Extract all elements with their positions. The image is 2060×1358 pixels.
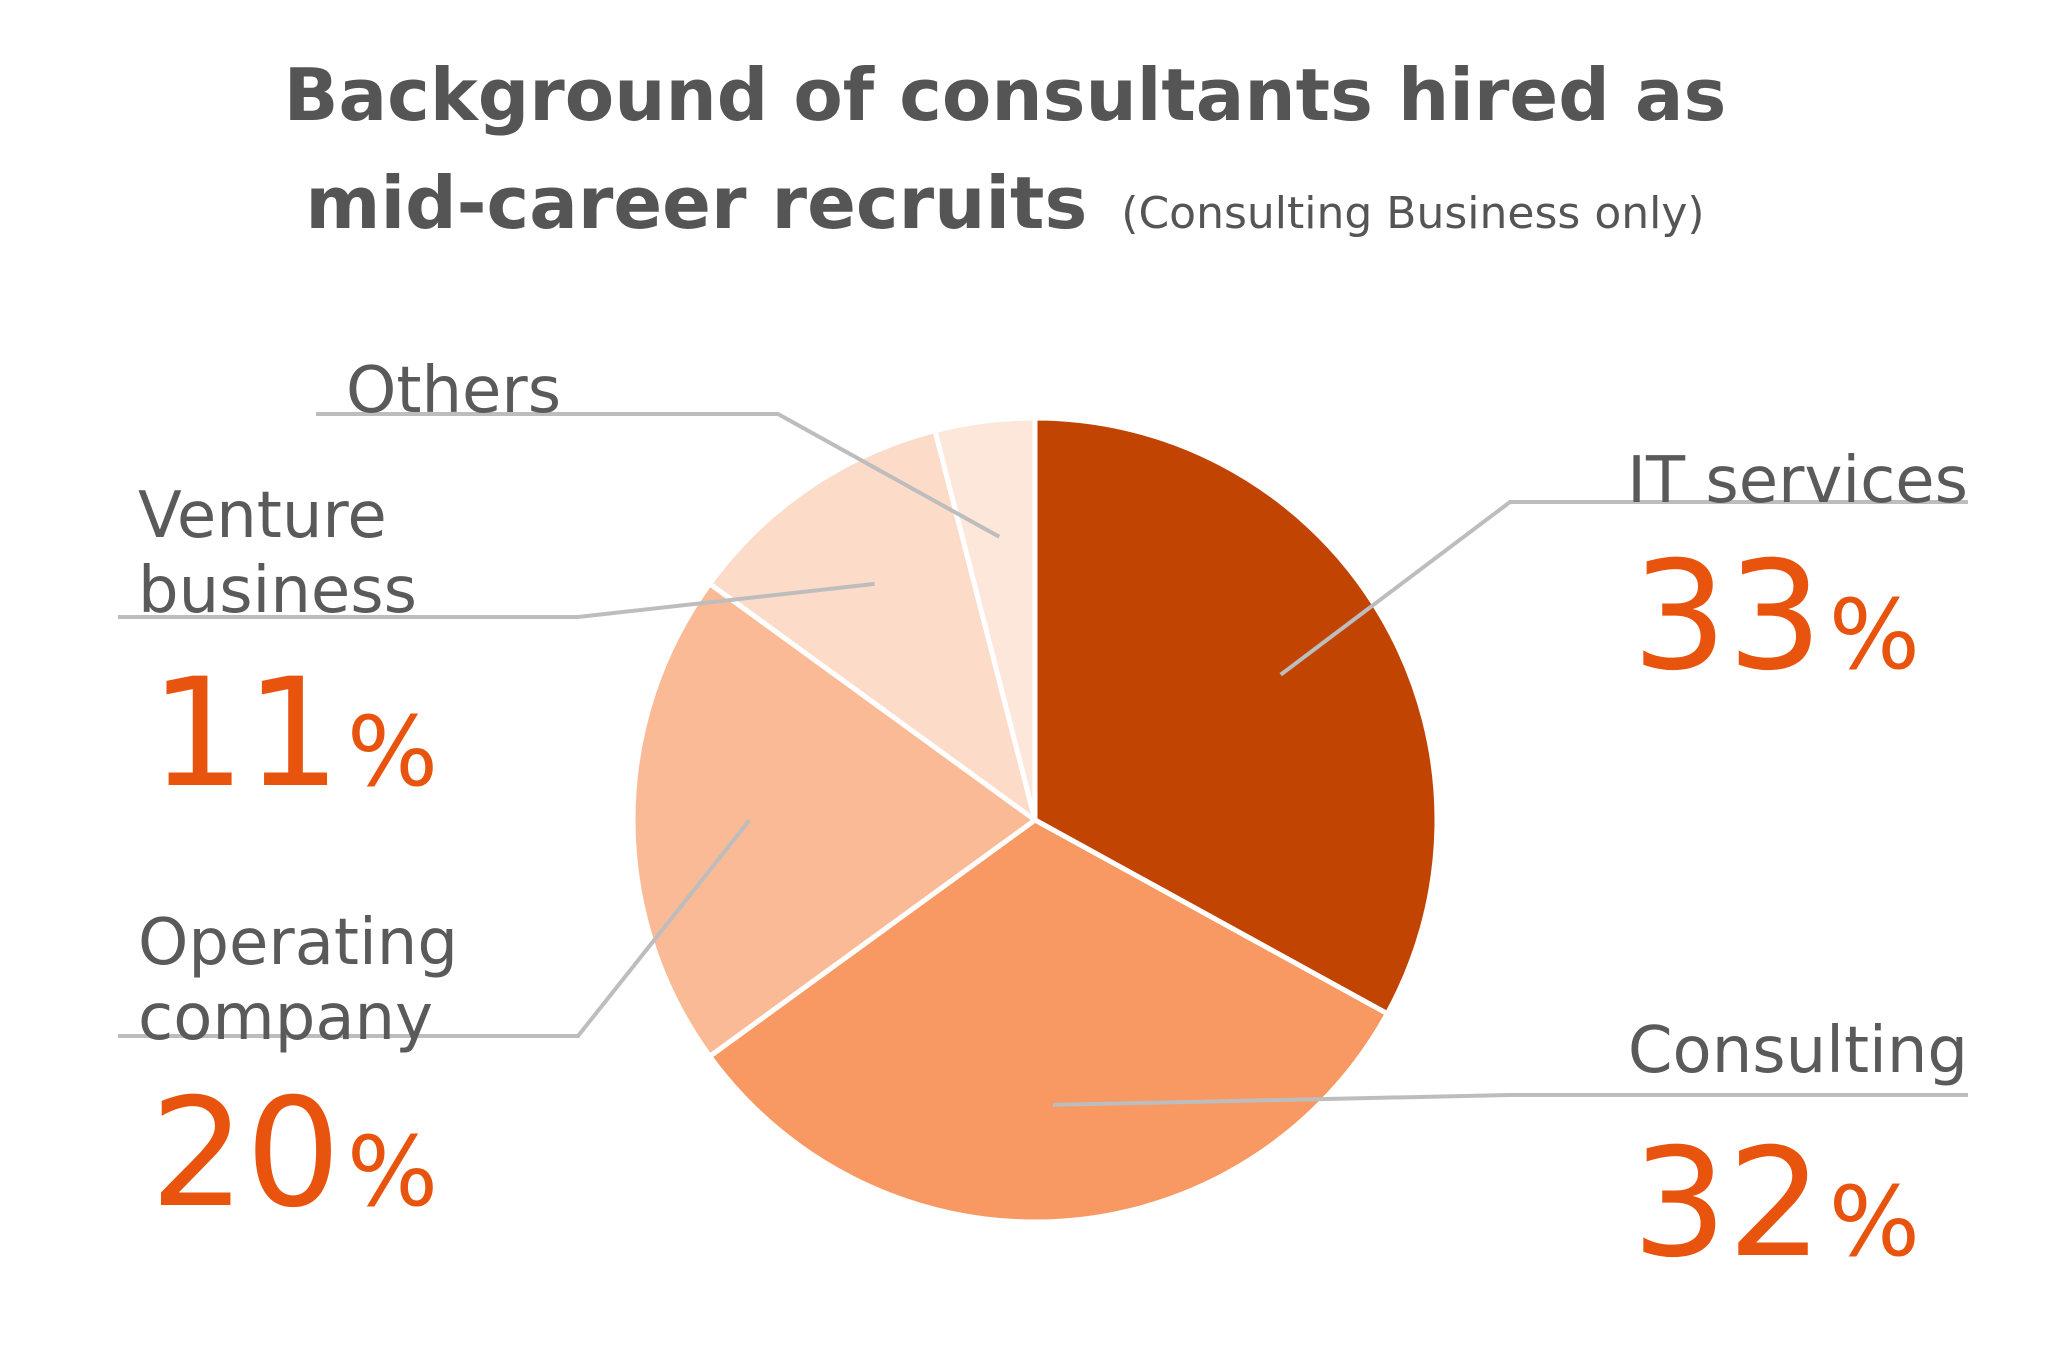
label-venture-business-line1: Venture: [138, 479, 387, 553]
leader-line-it-services: [1279, 500, 1968, 677]
value-consulting: 32%: [1632, 1117, 1920, 1291]
value-operating-company-number: 20: [150, 1067, 341, 1241]
leader-line-operating-company: [118, 818, 752, 1038]
label-consulting: Consulting: [1628, 1014, 1968, 1088]
value-it-services-number: 33: [1632, 530, 1823, 704]
leader-lines: [118, 412, 1968, 1107]
chart-title-line2-text: mid-career recruits: [305, 161, 1087, 245]
value-consulting-number: 32: [1632, 1117, 1823, 1291]
leader-line-others: [316, 412, 1001, 539]
value-operating-company: 20%: [150, 1067, 438, 1241]
value-venture-business: 11%: [150, 647, 438, 821]
chart-title-line2: mid-career recruits (Consulting Business…: [305, 161, 1704, 245]
value-operating-company-unit: %: [347, 1116, 438, 1228]
label-venture-business-line2: business: [138, 554, 417, 628]
chart-subtitle: (Consulting Business only): [1121, 188, 1704, 239]
pie-slice-operating-company: [630, 581, 1038, 1059]
value-venture-business-unit: %: [347, 696, 438, 808]
chart-title-line1: Background of consultants hired as: [284, 53, 1727, 137]
pie-slice-consulting: [707, 817, 1390, 1225]
leader-line-consulting: [1052, 1093, 1968, 1107]
label-operating-company-line1: Operating: [138, 906, 458, 980]
pie-slice-it-services: [1032, 415, 1440, 1017]
value-venture-business-number: 11: [150, 647, 341, 821]
label-it-services: IT services: [1627, 444, 1968, 518]
value-it-services: 33%: [1632, 530, 1920, 704]
label-others: Others: [346, 354, 561, 428]
leader-line-venture-business: [118, 581, 875, 619]
label-operating-company-line2: company: [138, 981, 433, 1055]
value-consulting-unit: %: [1829, 1166, 1920, 1278]
slice-labels: IT services 33% Consulting 32% Operatingcomp…: [138, 354, 1968, 1291]
pie-slice-venture-business: [707, 428, 1038, 823]
pie-slice-others: [932, 415, 1038, 823]
pie-slices: [630, 415, 1440, 1225]
value-it-services-unit: %: [1829, 579, 1920, 691]
